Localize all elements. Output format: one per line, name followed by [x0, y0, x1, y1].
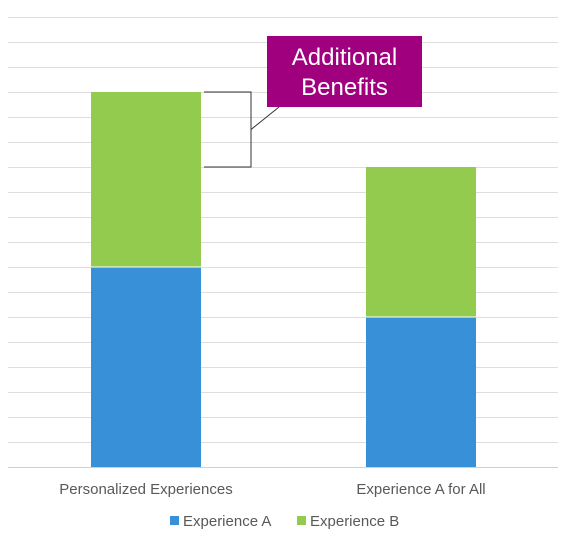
legend: Experience A Experience B — [170, 513, 399, 530]
legend-label-experience-a: Experience A — [183, 513, 271, 530]
additional-benefits-callout: Additional Benefits — [267, 36, 422, 107]
bar-experience-b-0 — [91, 92, 201, 267]
legend-swatch-experience-b — [297, 516, 306, 525]
bar-experience-a-0 — [91, 267, 201, 467]
callout-box — [267, 36, 422, 107]
callout-line-1: Additional — [292, 44, 397, 71]
legend-label-experience-b: Experience B — [310, 513, 399, 530]
additional-benefits-bracket — [204, 91, 280, 168]
x-axis-labels: Personalized Experiences Experience A fo… — [59, 481, 485, 498]
bar-experience-b-1 — [366, 167, 476, 317]
x-tick-label-1: Experience A for All — [356, 481, 485, 498]
bars — [91, 92, 476, 467]
bracket-line — [204, 91, 252, 168]
legend-swatch-experience-a — [170, 516, 179, 525]
bar-experience-a-1 — [366, 317, 476, 467]
x-tick-label-0: Personalized Experiences — [59, 481, 232, 498]
callout-connector — [250, 106, 280, 130]
callout-line-2: Benefits — [301, 74, 388, 101]
